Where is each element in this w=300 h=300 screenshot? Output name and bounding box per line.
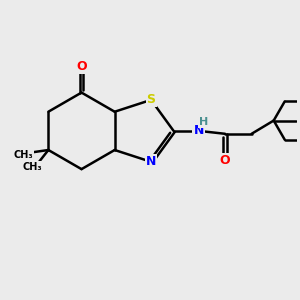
Text: H: H	[199, 117, 208, 127]
Text: O: O	[220, 154, 230, 167]
Text: N: N	[146, 155, 156, 168]
Text: CH₃: CH₃	[22, 162, 42, 172]
Text: O: O	[76, 60, 87, 73]
Text: CH₃: CH₃	[14, 150, 33, 160]
Text: S: S	[147, 93, 156, 106]
Text: N: N	[194, 124, 204, 137]
